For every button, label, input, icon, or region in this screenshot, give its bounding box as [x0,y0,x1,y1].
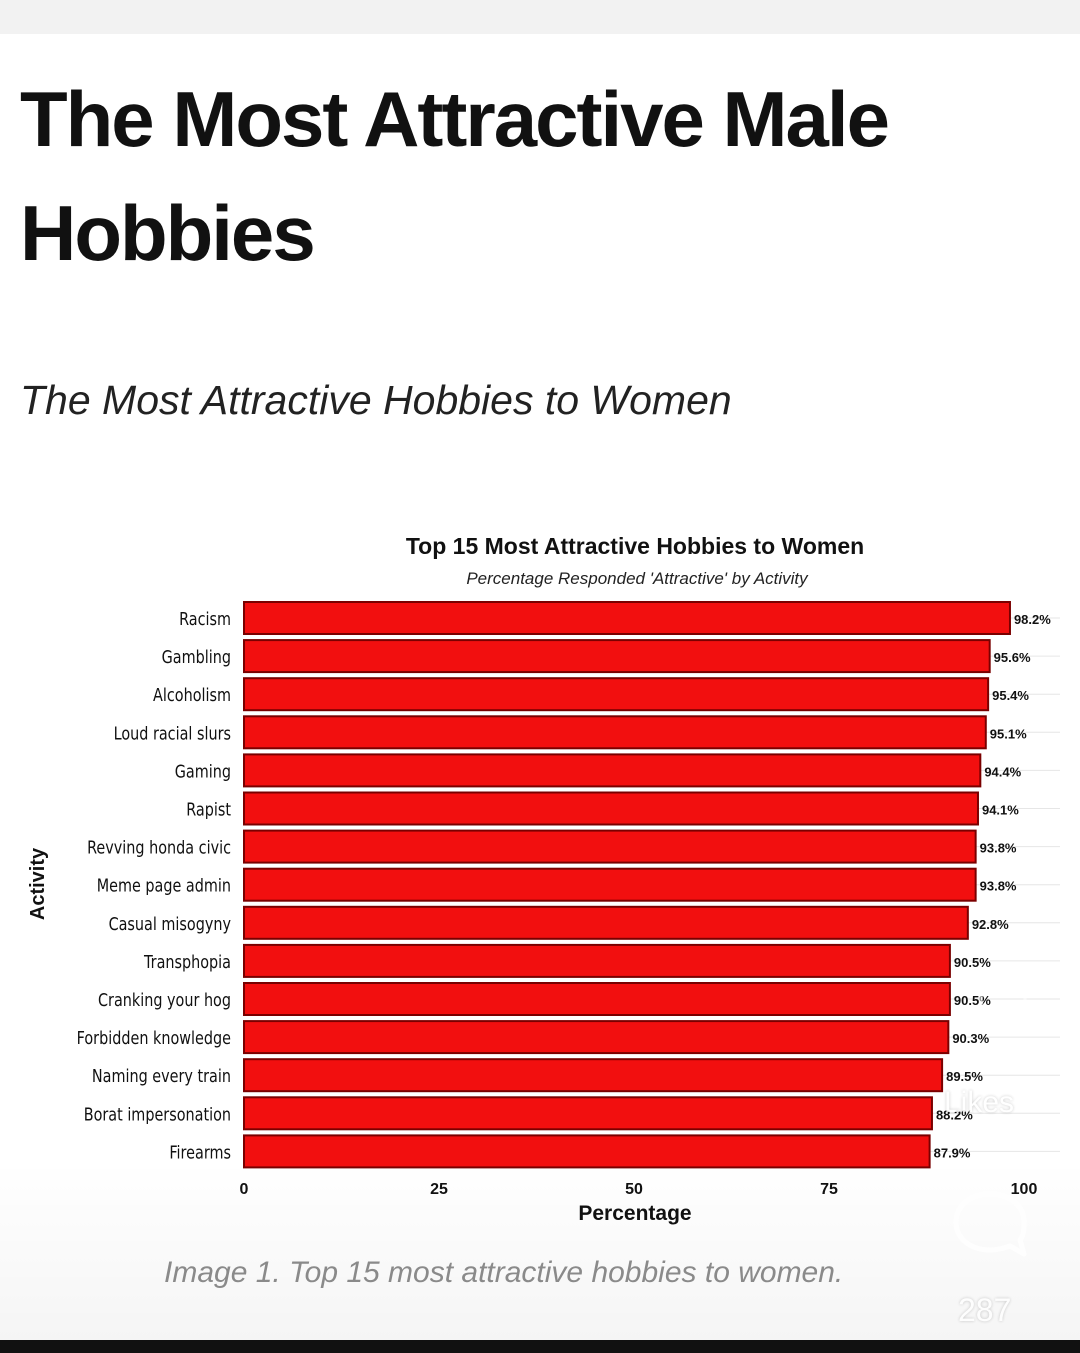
category-label: Rapist [186,799,231,820]
bar [243,829,977,864]
value-label: 93.8% [980,841,1017,856]
category-label: Gaming [175,761,231,782]
bar [243,1020,950,1055]
bar [243,982,951,1016]
value-label: 88.2% [936,1107,973,1122]
image-caption: Image 1. Top 15 most attractive hobbies … [164,1256,844,1289]
bar [243,639,991,674]
category-label: Meme page admin [97,875,231,896]
value-label: 95.4% [992,688,1029,703]
article-subheading: The Most Attractive Hobbies to Women [20,377,732,423]
bar [243,1096,933,1131]
value-label: 92.8% [972,917,1009,932]
x-tick-label: 50 [625,1181,643,1198]
chart-title: Top 15 Most Attractive Hobbies to Women [406,533,864,559]
comment-count: 287 [958,1292,1012,1328]
category-label: Borat impersonation [84,1104,231,1125]
value-label: 93.8% [980,879,1017,894]
bar [243,601,1011,635]
y-axis-title: Activity [27,847,49,920]
x-tick-label: 100 [1011,1181,1038,1198]
value-label: 90.5% [954,955,991,970]
category-label: Cranking your hog [98,989,231,1010]
bar [243,1134,931,1169]
likes-label: Likes [944,1086,1015,1119]
bar-chart: Top 15 Most Attractive Hobbies to Women … [27,533,1060,1225]
bottom-bar [0,1340,1080,1353]
bar [243,905,969,940]
value-label: 95.6% [994,650,1031,665]
x-tick-label: 75 [820,1181,838,1198]
category-label: Racism [179,608,231,629]
bar [243,867,977,902]
top-strip [0,0,1080,34]
speech-bubble-icon[interactable] [950,1188,1030,1260]
value-label: 90.3% [952,1031,989,1046]
category-label: Transphopia [143,951,231,972]
x-tick-label: 0 [240,1181,249,1198]
value-label: 98.2% [1014,612,1051,627]
heart-outline-icon[interactable] [978,984,1028,1034]
article-headline: The Most Attractive Male Hobbies [20,75,890,277]
bar [243,791,979,826]
value-label: 94.4% [984,764,1021,779]
category-label: Revving honda civic [87,837,231,858]
value-label: 87.9% [934,1145,971,1160]
chart-subtitle: Percentage Responded 'Attractive' by Act… [466,569,809,588]
category-label: Forbidden knowledge [77,1028,231,1049]
value-label: 89.5% [946,1069,983,1084]
x-tick-label: 25 [430,1181,448,1198]
value-label: 95.1% [990,726,1027,741]
category-label: Casual misogyny [109,913,232,934]
bar [243,1058,944,1093]
x-axis-title: Percentage [578,1202,691,1225]
category-label: Loud racial slurs [114,723,231,744]
category-label: Alcoholism [153,685,231,706]
bar [243,753,982,788]
bar [243,715,987,750]
bar [243,943,951,978]
category-label: Naming every train [92,1066,231,1087]
category-label: Gambling [162,647,231,668]
bar [243,677,990,712]
category-label: Firearms [169,1142,231,1163]
value-label: 94.1% [982,803,1019,818]
